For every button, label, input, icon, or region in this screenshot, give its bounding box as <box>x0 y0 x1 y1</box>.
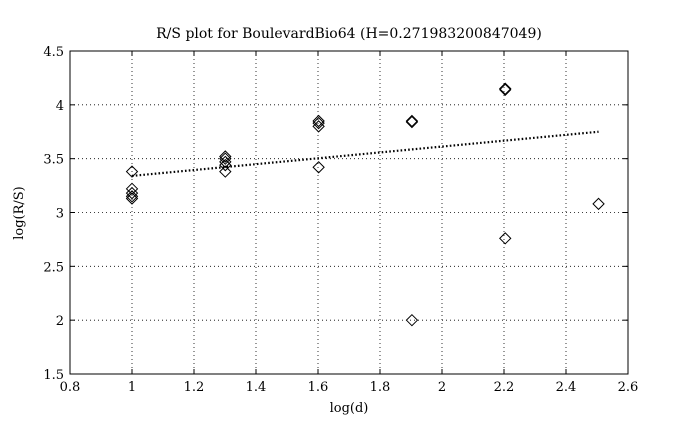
data-point-diamond <box>125 165 139 178</box>
data-point-diamond <box>405 114 419 128</box>
data-point-diamond <box>312 114 325 128</box>
data-point-diamond <box>219 152 232 165</box>
data-point-diamond <box>125 186 139 200</box>
plot-area-frame <box>69 50 629 375</box>
x-tick-label: 1 <box>128 380 136 395</box>
x-tick-label: 2 <box>438 380 446 395</box>
x-axis-label: log(d) <box>330 401 369 416</box>
y-tick-label: 2 <box>56 314 64 329</box>
x-tick-label: 2.6 <box>618 380 639 395</box>
data-point-diamond <box>219 155 232 169</box>
data-point-diamond <box>499 83 512 96</box>
y-tick-label: 3 <box>56 207 64 222</box>
x-tick-label: 1.4 <box>246 380 267 395</box>
data-points <box>125 82 605 327</box>
fit-line <box>131 130 599 177</box>
data-point-diamond <box>125 182 139 196</box>
x-tick-labels: 0.8 1 1.2 1.4 1.6 1.8 2 2.2 2.4 2.6 <box>60 380 639 395</box>
data-point-diamond <box>499 232 512 245</box>
data-point-diamond <box>125 192 139 205</box>
x-tick-label: 1.6 <box>308 380 329 395</box>
data-point-diamond <box>219 150 232 163</box>
y-tick-label: 4.5 <box>43 45 64 60</box>
data-point-diamond <box>125 190 139 203</box>
data-point-diamond <box>405 115 419 129</box>
x-tick-label: 2.4 <box>556 380 577 395</box>
y-tick-labels: 1.5 2 2.5 3 3.5 4 4.5 <box>43 45 64 383</box>
data-point-diamond <box>219 158 232 172</box>
grid-lines <box>70 51 628 374</box>
y-tick-label: 3.5 <box>43 153 64 168</box>
data-point-diamond <box>405 313 419 327</box>
y-tick-label: 2.5 <box>43 260 64 275</box>
x-tick-label: 1.2 <box>184 380 205 395</box>
axis-ticks <box>69 50 629 375</box>
data-point-diamond <box>312 120 325 133</box>
x-tick-label: 2.2 <box>494 380 515 395</box>
chart-title: R/S plot for BoulevardBio64 (H=0.2719832… <box>156 26 542 42</box>
x-tick-label: 1.8 <box>370 380 391 395</box>
data-point-diamond <box>312 161 325 174</box>
y-tick-label: 1.5 <box>43 368 64 383</box>
data-point-diamond <box>219 165 232 178</box>
y-axis-label: log(R/S) <box>12 186 27 240</box>
data-point-diamond <box>592 197 605 211</box>
data-point-diamond <box>499 82 512 95</box>
x-tick-label: 0.8 <box>60 380 81 395</box>
data-point-diamond <box>312 116 325 130</box>
y-tick-label: 4 <box>56 99 64 114</box>
